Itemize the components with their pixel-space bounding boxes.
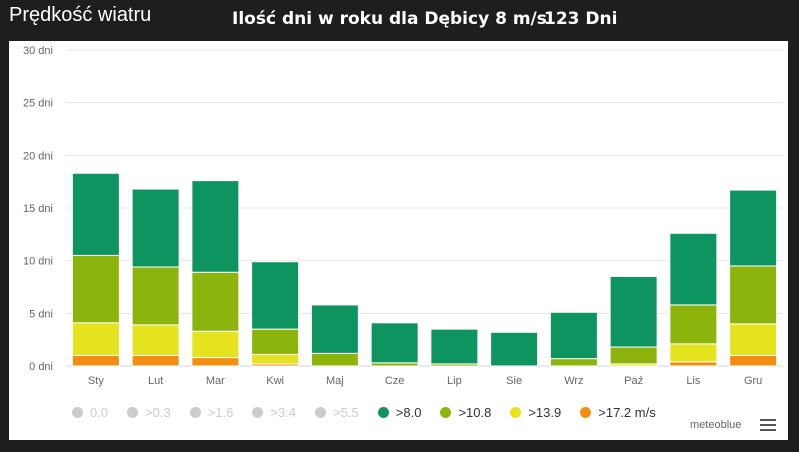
bar-segment	[729, 265, 778, 325]
legend-label: >13.9	[528, 405, 562, 420]
legend-dot-icon	[377, 407, 389, 418]
x-tick-label: Sie	[506, 375, 522, 387]
legend-label: >8.0	[395, 405, 422, 420]
bar-segment	[729, 354, 778, 367]
legend-item[interactable]: >0.3	[127, 405, 171, 420]
x-tick-label: Maj	[326, 375, 344, 387]
legend-item[interactable]: >5.5	[315, 405, 359, 420]
bar-segment	[729, 323, 778, 356]
page-title: Prędkość wiatru	[9, 4, 152, 26]
brand-label: meteoblue	[690, 419, 742, 431]
y-tick-label: 0 dni	[29, 361, 53, 373]
legend-dot-icon	[252, 407, 264, 418]
bar-segment	[310, 352, 359, 367]
legend-label: >5.5	[333, 405, 359, 420]
x-tick-label: Gru	[744, 375, 762, 387]
bar-segment	[191, 357, 240, 367]
bar-segment	[131, 324, 180, 356]
legend-label: >1.6	[207, 405, 234, 420]
legend-item[interactable]: >13.9	[510, 405, 561, 420]
bar-segment	[191, 271, 240, 332]
bar-segment	[71, 254, 120, 324]
bar-segment	[191, 330, 240, 359]
bar-segment	[131, 354, 180, 367]
bar-segment	[669, 361, 718, 367]
legend-item[interactable]: >17.2 m/s	[580, 405, 656, 420]
bar-segment	[549, 311, 598, 360]
legend-item[interactable]: >8.0	[377, 405, 422, 420]
bar-segment	[191, 180, 240, 273]
bar-segment	[669, 343, 718, 363]
legend-dot-icon	[72, 407, 83, 418]
legend-label: 0.0	[90, 405, 109, 420]
y-tick-label: 20 dni	[23, 150, 53, 162]
x-tick-label: Lut	[148, 375, 163, 387]
legend-label: >10.8	[458, 405, 492, 420]
x-tick-label: Mar	[206, 375, 225, 387]
chart-subtitle: Ilość dni w roku dla Dębicy 8 m/s	[232, 9, 547, 29]
x-tick-label: Lip	[447, 375, 462, 387]
bar-segment	[549, 358, 598, 367]
bar-segment	[669, 232, 718, 306]
legend-item[interactable]: >10.8	[440, 405, 491, 420]
bar-segment	[251, 353, 300, 365]
x-tick-label: Wrz	[564, 375, 583, 387]
x-tick-label: Cze	[385, 375, 405, 387]
bar-segment	[251, 261, 300, 330]
bar-segment	[131, 188, 180, 268]
legend-item[interactable]: 0.0	[72, 405, 108, 420]
y-tick-label: 5 dni	[29, 308, 53, 320]
bar-segment	[71, 322, 120, 356]
legend-item[interactable]: >1.6	[189, 405, 234, 420]
bar-segment	[430, 328, 479, 365]
legend-dot-icon	[440, 407, 452, 418]
legend-dot-icon	[315, 407, 327, 418]
legend: 0.0 >0.3 >1.6 >3.4 >5.5 >8.0 >10.8 >13.9 >17.2 m…	[72, 405, 675, 420]
legend-label: >17.2 m/s	[598, 405, 656, 420]
hamburger-menu-icon[interactable]	[760, 419, 776, 431]
bar-segment	[71, 354, 120, 367]
legend-label: >3.4	[270, 405, 297, 420]
bar-segment	[609, 346, 658, 365]
legend-dot-icon	[189, 407, 201, 418]
bar-segment	[490, 331, 539, 367]
bar-segment	[71, 172, 120, 256]
y-tick-label: 25 dni	[23, 98, 53, 110]
total-days: 123 Dni	[544, 9, 618, 29]
y-tick-label: 10 dni	[23, 256, 53, 268]
bar-segment	[251, 328, 300, 355]
legend-dot-icon	[127, 407, 139, 418]
bar-segment	[370, 322, 419, 364]
bar-segment	[131, 266, 180, 326]
bar-segment	[669, 304, 718, 345]
legend-label: >0.3	[145, 405, 171, 420]
x-tick-label: Kwi	[266, 375, 284, 387]
x-tick-label: Sty	[88, 375, 104, 387]
legend-item[interactable]: >3.4	[252, 405, 296, 420]
legend-dot-icon	[580, 407, 592, 418]
bar-segment	[729, 189, 778, 267]
x-tick-label: Paź	[624, 375, 643, 387]
x-tick-label: Lis	[686, 375, 701, 387]
y-tick-label: 30 dni	[23, 45, 53, 57]
y-tick-label: 15 dni	[23, 203, 53, 215]
bar-segment	[609, 275, 658, 348]
bar-segment	[310, 304, 359, 354]
legend-dot-icon	[510, 407, 522, 418]
